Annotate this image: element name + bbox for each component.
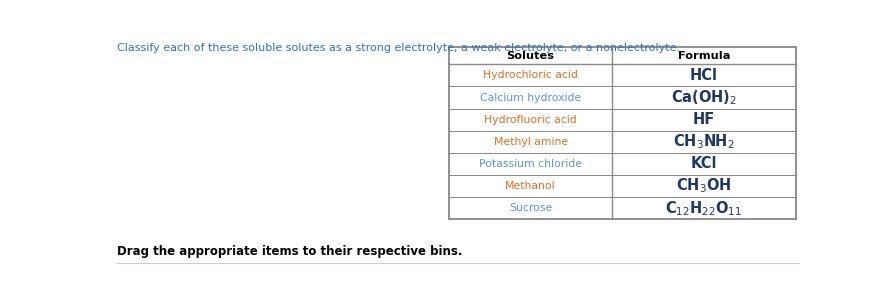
Text: HF: HF <box>693 112 715 127</box>
Text: CH$_3$NH$_2$: CH$_3$NH$_2$ <box>673 132 735 151</box>
Text: Potassium chloride: Potassium chloride <box>479 159 582 169</box>
Text: HCl: HCl <box>690 68 718 83</box>
Text: Drag the appropriate items to their respective bins.: Drag the appropriate items to their resp… <box>117 245 463 258</box>
Text: Ca(OH)$_2$: Ca(OH)$_2$ <box>670 88 737 107</box>
Text: Formula: Formula <box>678 51 730 61</box>
Text: Hydrochloric acid: Hydrochloric acid <box>483 70 578 80</box>
Text: KCl: KCl <box>690 156 717 171</box>
Text: Calcium hydroxide: Calcium hydroxide <box>480 92 581 103</box>
Text: Solutes: Solutes <box>507 51 554 61</box>
Text: Classify each of these soluble solutes as a strong electrolyte, a weak electroly: Classify each of these soluble solutes a… <box>117 43 680 53</box>
Text: Hydrofluoric acid: Hydrofluoric acid <box>485 115 577 125</box>
Text: Methanol: Methanol <box>505 181 556 191</box>
Text: C$_{12}$H$_{22}$O$_{11}$: C$_{12}$H$_{22}$O$_{11}$ <box>665 199 742 218</box>
Text: Methyl amine: Methyl amine <box>493 137 568 147</box>
Text: Sucrose: Sucrose <box>509 203 552 213</box>
Bar <box>449 47 796 219</box>
Text: CH$_3$OH: CH$_3$OH <box>676 177 731 196</box>
